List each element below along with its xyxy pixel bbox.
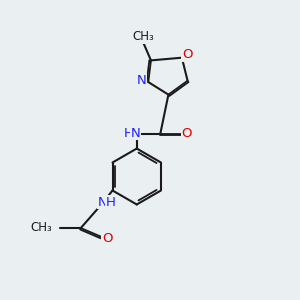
Text: N: N (98, 196, 108, 208)
Text: H: H (105, 196, 115, 208)
Text: CH₃: CH₃ (30, 221, 52, 234)
Text: O: O (182, 48, 192, 61)
Text: O: O (182, 127, 192, 140)
Text: N: N (130, 127, 140, 140)
Text: N: N (137, 74, 147, 87)
Text: O: O (102, 232, 112, 245)
Text: H: H (124, 127, 134, 140)
Text: CH₃: CH₃ (133, 30, 154, 43)
